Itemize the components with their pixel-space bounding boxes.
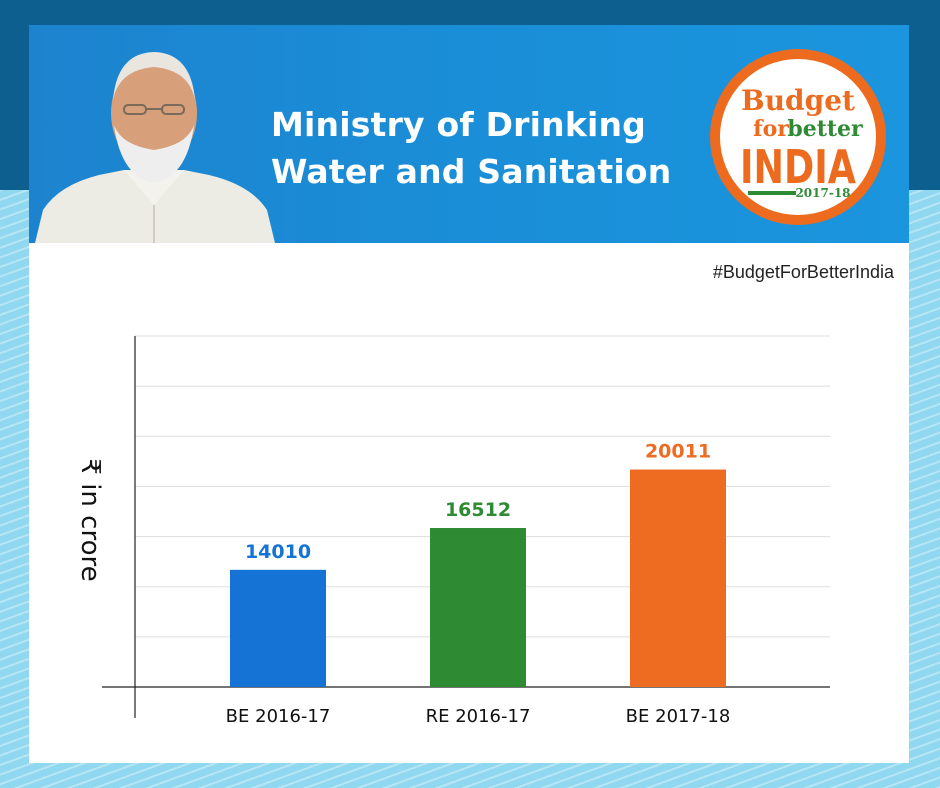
- title-line-1: Ministry of Drinking: [271, 105, 647, 144]
- svg-text:Budget: Budget: [741, 84, 855, 117]
- svg-text:better: better: [787, 116, 863, 142]
- portrait-photo: [35, 52, 275, 243]
- header-banner: Ministry of Drinking Water and Sanitatio…: [29, 25, 909, 243]
- budget-logo: Budget for better INDIA 2017-18: [710, 49, 886, 225]
- hashtag: #BudgetForBetterIndia: [712, 262, 894, 282]
- svg-text:2017-18: 2017-18: [795, 186, 850, 200]
- svg-text:INDIA: INDIA: [740, 140, 856, 194]
- y-axis-label: ₹ in crore: [75, 458, 105, 582]
- svg-text:for: for: [753, 116, 789, 142]
- title-line-2: Water and Sanitation: [271, 152, 672, 191]
- page-title: Ministry of Drinking Water and Sanitatio…: [271, 101, 711, 195]
